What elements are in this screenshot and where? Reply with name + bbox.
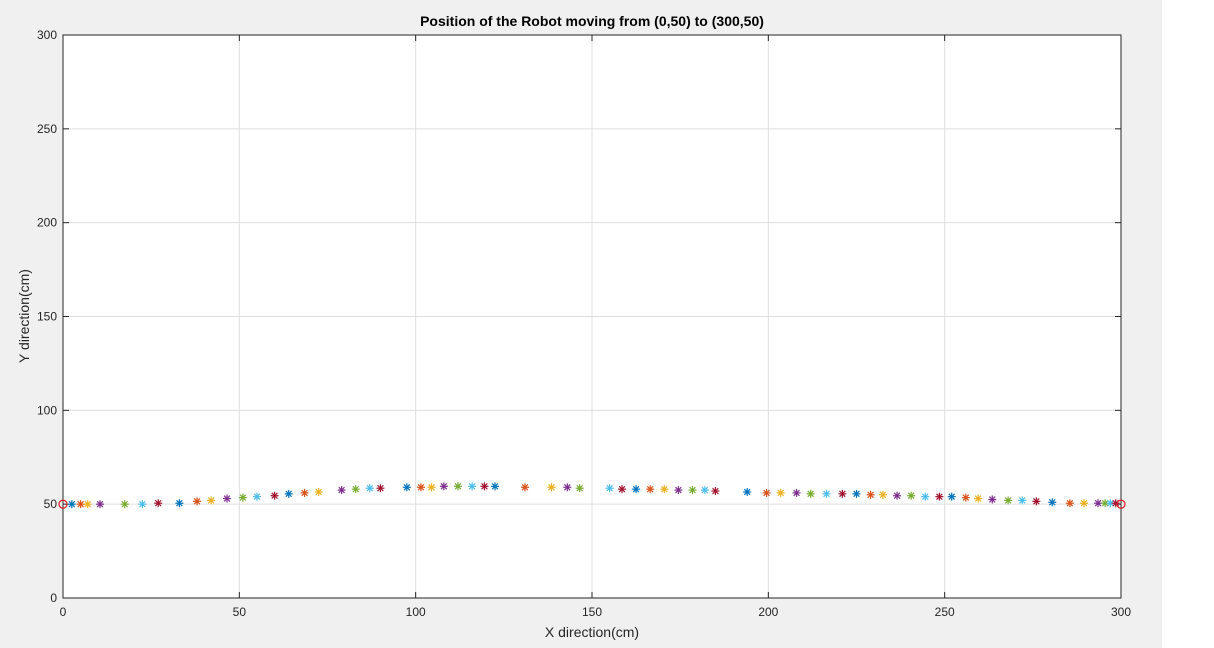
- data-point: [711, 487, 720, 496]
- data-point: [907, 491, 916, 500]
- y-tick-label: 250: [37, 122, 57, 136]
- data-point: [988, 495, 997, 504]
- data-point: [776, 488, 785, 497]
- data-point: [468, 482, 477, 491]
- y-tick-label: 100: [37, 403, 57, 417]
- data-point: [547, 483, 556, 492]
- desktop-background: [1162, 0, 1214, 648]
- data-point: [1094, 499, 1103, 508]
- data-point: [762, 488, 771, 497]
- data-point: [852, 489, 861, 498]
- data-point: [300, 488, 309, 497]
- data-point: [120, 500, 129, 509]
- data-point: [193, 497, 202, 506]
- data-point: [961, 493, 970, 502]
- data-point: [284, 489, 293, 498]
- y-tick-label: 0: [50, 591, 57, 605]
- data-point: [270, 491, 279, 500]
- data-point: [365, 484, 374, 493]
- data-point: [222, 494, 231, 503]
- data-point: [491, 482, 500, 491]
- data-point: [563, 483, 572, 492]
- data-point: [337, 486, 346, 495]
- data-point: [238, 493, 247, 502]
- data-point: [838, 489, 847, 498]
- y-tick-label: 150: [37, 310, 57, 324]
- data-point: [351, 485, 360, 494]
- data-point: [175, 499, 184, 508]
- data-point: [806, 489, 815, 498]
- x-tick-label: 100: [406, 605, 426, 619]
- end-point-marker: [1116, 499, 1126, 509]
- data-point: [921, 492, 930, 501]
- data-point: [632, 485, 641, 494]
- data-point: [878, 490, 887, 499]
- data-point: [743, 487, 752, 496]
- x-tick-label: 200: [758, 605, 778, 619]
- data-point: [314, 487, 323, 496]
- data-point: [688, 486, 697, 495]
- data-point: [575, 484, 584, 493]
- data-point: [520, 483, 529, 492]
- data-point: [1018, 496, 1027, 505]
- x-tick-label: 50: [233, 605, 247, 619]
- data-point: [660, 485, 669, 494]
- data-point: [453, 482, 462, 491]
- x-tick-label: 300: [1111, 605, 1131, 619]
- data-point: [822, 489, 831, 498]
- data-point: [207, 496, 216, 505]
- data-point: [252, 492, 261, 501]
- data-point: [83, 500, 92, 509]
- data-point: [1065, 499, 1074, 508]
- data-point: [402, 483, 411, 492]
- data-point: [439, 482, 448, 491]
- data-point: [700, 486, 709, 495]
- data-point: [1032, 497, 1041, 506]
- x-tick-label: 250: [935, 605, 955, 619]
- data-point: [605, 484, 614, 493]
- x-tick-label: 150: [582, 605, 602, 619]
- y-tick-label: 50: [44, 497, 58, 511]
- data-point: [974, 494, 983, 503]
- data-point: [893, 491, 902, 500]
- data-point: [67, 500, 76, 509]
- y-axis-label: Y direction(cm): [16, 269, 32, 363]
- x-axis-label: X direction(cm): [545, 624, 639, 640]
- data-point: [96, 500, 105, 509]
- start-point-marker: [58, 499, 68, 509]
- data-point: [154, 499, 163, 508]
- data-point: [376, 484, 385, 493]
- data-point: [646, 485, 655, 494]
- data-point: [138, 500, 147, 509]
- y-tick-label: 300: [37, 28, 57, 42]
- data-point: [480, 482, 489, 491]
- data-point: [792, 488, 801, 497]
- chart-title: Position of the Robot moving from (0,50)…: [420, 13, 764, 29]
- data-point: [947, 492, 956, 501]
- data-point: [617, 485, 626, 494]
- data-point: [76, 500, 85, 509]
- y-tick-label: 200: [37, 216, 57, 230]
- data-point: [1004, 496, 1013, 505]
- data-marks: [58, 482, 1126, 509]
- data-point: [1048, 498, 1057, 507]
- data-point: [427, 483, 436, 492]
- data-point: [935, 492, 944, 501]
- x-tick-label: 0: [60, 605, 67, 619]
- axis-ticks: 0 50 100 150 200 250 300 0 50 100 150 200 250 300: [37, 28, 1131, 619]
- data-point: [416, 483, 425, 492]
- data-point: [1079, 499, 1088, 508]
- data-point: [674, 486, 683, 495]
- data-point: [866, 490, 875, 499]
